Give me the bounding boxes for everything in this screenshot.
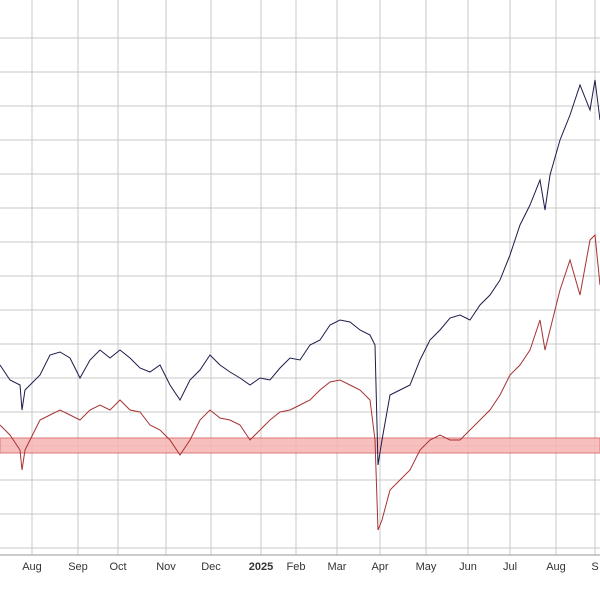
x-tick-label: Mar bbox=[328, 561, 347, 573]
x-tick-label: Aug bbox=[22, 561, 42, 573]
x-tick-label: Sep bbox=[68, 561, 88, 573]
band bbox=[0, 437, 600, 454]
x-tick-label: Jul bbox=[503, 561, 517, 573]
x-tick-label: Feb bbox=[287, 561, 306, 573]
series-line bbox=[0, 79, 600, 466]
x-tick-label: Nov bbox=[156, 561, 176, 573]
x-tick-label: Aug bbox=[546, 561, 566, 573]
x-tick-label: Dec bbox=[201, 561, 221, 573]
x-tick-label: Jun bbox=[459, 561, 477, 573]
x-tick-label: May bbox=[416, 561, 437, 573]
x-tick-label: Oct bbox=[109, 561, 126, 573]
x-tick-label: Apr bbox=[371, 561, 388, 573]
x-tick-label: 2025 bbox=[249, 561, 273, 573]
x-tick-label: S bbox=[591, 561, 598, 573]
series-line bbox=[0, 233, 600, 531]
plot-background bbox=[0, 0, 600, 555]
